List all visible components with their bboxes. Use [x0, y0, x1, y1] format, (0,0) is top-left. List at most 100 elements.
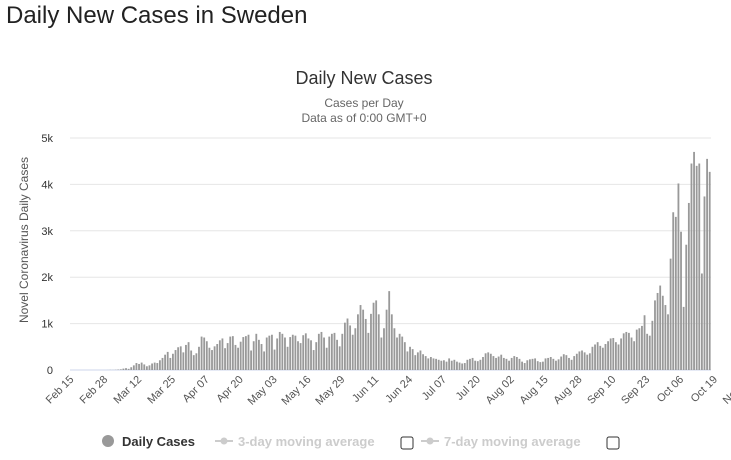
bar[interactable] [672, 212, 675, 370]
bar[interactable] [179, 346, 182, 370]
bar[interactable] [164, 354, 167, 370]
bar[interactable] [578, 351, 581, 370]
bar[interactable] [323, 337, 325, 370]
bar[interactable] [588, 353, 591, 370]
bar[interactable] [169, 357, 172, 370]
bar[interactable] [411, 349, 414, 370]
bar[interactable] [510, 357, 513, 370]
bar[interactable] [237, 347, 239, 370]
bar[interactable] [513, 356, 516, 370]
bar[interactable] [250, 350, 252, 370]
bar[interactable] [229, 336, 232, 370]
bar[interactable] [534, 358, 537, 370]
bar[interactable] [284, 337, 286, 370]
bar[interactable] [612, 337, 615, 370]
bar[interactable] [130, 367, 133, 370]
bar[interactable] [544, 358, 547, 370]
bar[interactable] [195, 353, 198, 370]
bar[interactable] [651, 320, 654, 370]
bar[interactable] [643, 315, 646, 370]
bar[interactable] [687, 202, 690, 370]
bar[interactable] [330, 333, 333, 370]
bar[interactable] [515, 357, 518, 370]
bar[interactable] [203, 337, 206, 370]
bar[interactable] [586, 354, 589, 370]
bar[interactable] [135, 363, 138, 370]
bar[interactable] [161, 357, 164, 370]
bar[interactable] [255, 333, 258, 370]
bar[interactable] [476, 361, 479, 370]
bar[interactable] [333, 332, 336, 370]
bar[interactable] [190, 350, 193, 370]
bar[interactable] [349, 325, 352, 370]
bar[interactable] [607, 341, 609, 370]
bar[interactable] [310, 340, 312, 370]
bar[interactable] [463, 363, 466, 370]
bar[interactable] [500, 354, 503, 370]
bar[interactable] [565, 355, 568, 370]
bar[interactable] [521, 361, 523, 370]
bar[interactable] [276, 338, 279, 370]
bar[interactable] [338, 346, 341, 370]
bar[interactable] [198, 346, 200, 370]
bar[interactable] [372, 302, 375, 370]
bar[interactable] [703, 196, 706, 370]
bar[interactable] [583, 352, 586, 370]
bar[interactable] [346, 318, 349, 371]
bar[interactable] [265, 337, 268, 370]
bar[interactable] [234, 344, 237, 370]
bar[interactable] [628, 332, 630, 370]
bar[interactable] [138, 363, 140, 370]
bar[interactable] [307, 338, 310, 370]
bar[interactable] [456, 361, 458, 370]
bar[interactable] [458, 362, 461, 370]
bar[interactable] [239, 341, 242, 370]
bar[interactable] [125, 368, 127, 370]
bar[interactable] [211, 350, 213, 370]
bar[interactable] [166, 351, 169, 370]
bar[interactable] [271, 334, 273, 370]
bar[interactable] [427, 358, 430, 370]
bar[interactable] [205, 341, 208, 370]
legend-marker-daily-cases[interactable] [102, 435, 114, 447]
bar[interactable] [437, 359, 440, 370]
bar[interactable] [145, 366, 148, 370]
bar[interactable] [641, 325, 643, 370]
bar[interactable] [422, 354, 424, 370]
bar[interactable] [278, 331, 281, 370]
bar[interactable] [693, 151, 695, 370]
bar[interactable] [375, 300, 378, 370]
bar[interactable] [312, 350, 315, 370]
bar[interactable] [218, 340, 221, 370]
bar[interactable] [244, 336, 247, 370]
bar[interactable] [132, 365, 135, 370]
bar[interactable] [172, 353, 174, 370]
bar[interactable] [659, 285, 662, 370]
bar[interactable] [289, 337, 292, 370]
bar[interactable] [325, 347, 328, 370]
bar[interactable] [667, 314, 669, 370]
bar[interactable] [581, 350, 583, 370]
bar[interactable] [216, 344, 219, 370]
bar[interactable] [560, 356, 563, 370]
bar[interactable] [695, 165, 698, 370]
bar[interactable] [383, 328, 385, 370]
bar[interactable] [192, 355, 195, 370]
bar[interactable] [119, 369, 122, 370]
bar[interactable] [466, 359, 469, 370]
bar[interactable] [448, 358, 451, 370]
bar[interactable] [614, 342, 617, 370]
bar[interactable] [414, 355, 417, 370]
bar[interactable] [471, 357, 474, 370]
bar[interactable] [367, 332, 370, 370]
bar[interactable] [341, 333, 344, 370]
legend-label-daily-cases[interactable]: Daily Cases [122, 434, 195, 449]
bar[interactable] [508, 360, 510, 370]
bar[interactable] [328, 336, 331, 370]
bar[interactable] [638, 328, 641, 370]
bar[interactable] [474, 360, 477, 370]
bar[interactable] [502, 357, 505, 370]
bar[interactable] [153, 362, 156, 370]
bar[interactable] [487, 352, 490, 370]
bar[interactable] [617, 344, 620, 370]
